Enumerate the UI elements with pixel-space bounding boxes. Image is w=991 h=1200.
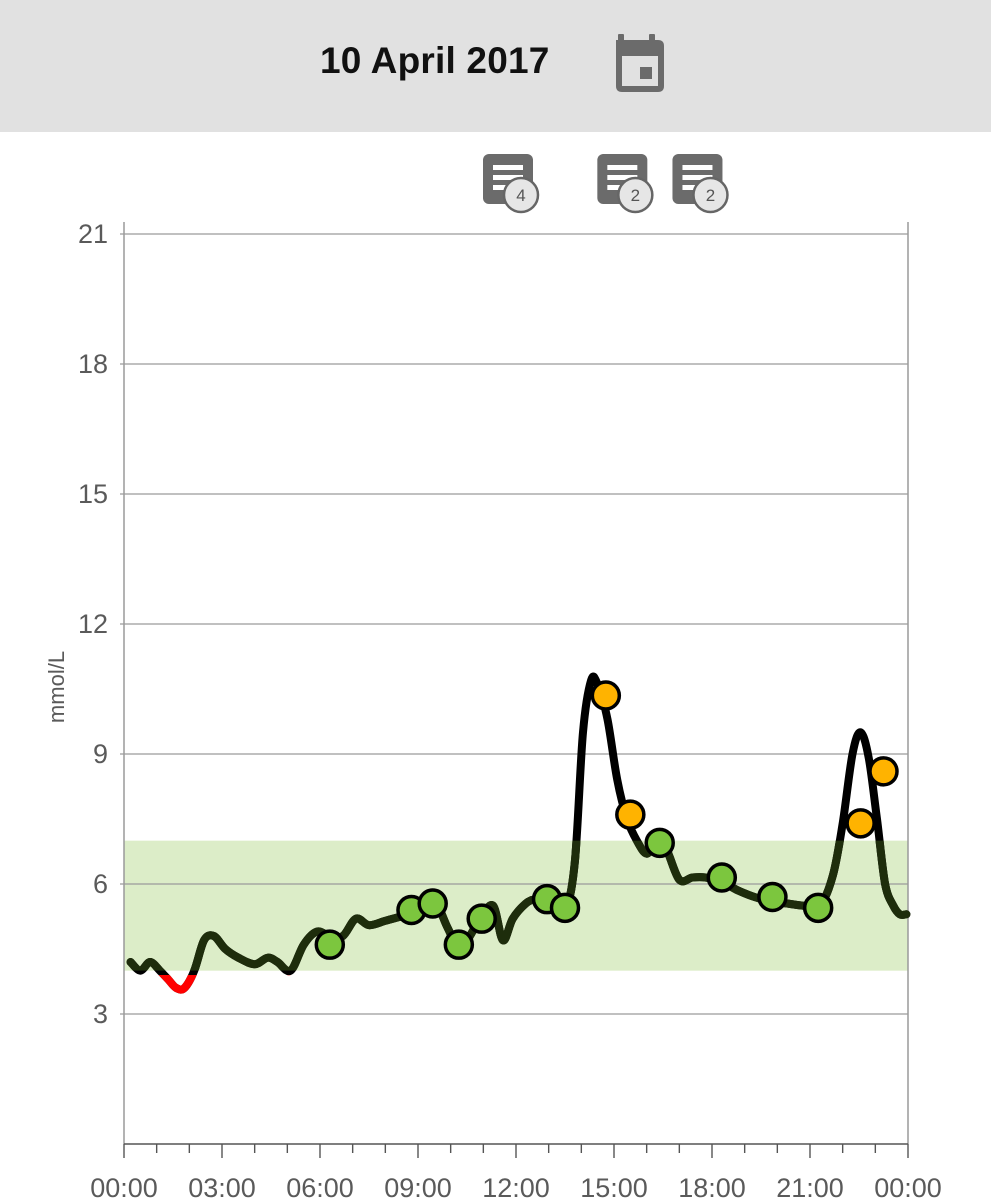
y-axis-title: mmol/L (44, 651, 69, 723)
glucose-line-in-range (126, 840, 911, 971)
x-tick-label: 15:00 (580, 1173, 648, 1200)
reading-point-in-range[interactable] (443, 929, 475, 960)
glucose-chart: 3 6 9 12 15 18 21 00:00 03:00 06:00 09:00 12:00 15:0… (44, 154, 942, 1200)
note-icon[interactable]: 4 (483, 154, 540, 214)
reading-point-in-range[interactable] (757, 881, 788, 913)
note-count-badge (692, 176, 729, 214)
y-tick-label: 3 (93, 999, 108, 1029)
note-count: 2 (631, 186, 640, 205)
note-icon[interactable]: 2 (672, 154, 729, 214)
note-count-badge (617, 176, 654, 214)
date-title: 10 April 2017 (320, 40, 550, 81)
x-tick-label: 18:00 (678, 1173, 746, 1200)
reading-point-high[interactable] (590, 680, 622, 711)
x-tick-label: 21:00 (776, 1173, 844, 1200)
reading-point-high[interactable] (615, 799, 646, 830)
reading-point-in-range[interactable] (706, 862, 738, 893)
reading-point-in-range[interactable] (644, 827, 675, 859)
note-count: 4 (516, 186, 525, 205)
reading-point-in-range[interactable] (417, 888, 448, 919)
reading-point-in-range[interactable] (314, 929, 346, 960)
x-tick-label: 09:00 (384, 1173, 452, 1200)
x-tick-label: 00:00 (90, 1173, 158, 1200)
calendar-button[interactable] (610, 34, 670, 96)
y-tick-label: 9 (93, 739, 108, 769)
x-tick-label: 03:00 (188, 1173, 256, 1200)
date-header: 10 April 2017 (0, 0, 991, 132)
note-count-badge (502, 176, 540, 214)
note-icon[interactable]: 2 (597, 154, 654, 214)
reading-point-in-range[interactable] (549, 892, 581, 924)
x-tick-label: 00:00 (874, 1173, 942, 1200)
x-tick-label: 12:00 (482, 1173, 550, 1200)
x-tick-label: 06:00 (286, 1173, 354, 1200)
y-tick-label: 12 (78, 609, 108, 639)
reading-point-in-range[interactable] (802, 892, 834, 924)
calendar-icon (616, 34, 664, 92)
y-tick-label: 15 (78, 479, 108, 509)
reading-point-in-range[interactable] (466, 903, 497, 934)
reading-point-high[interactable] (868, 756, 899, 787)
y-tick-label: 21 (78, 219, 108, 249)
note-count: 2 (706, 186, 715, 205)
y-tick-label: 6 (93, 869, 108, 899)
reading-point-high[interactable] (845, 808, 876, 839)
y-tick-label: 18 (78, 349, 108, 379)
